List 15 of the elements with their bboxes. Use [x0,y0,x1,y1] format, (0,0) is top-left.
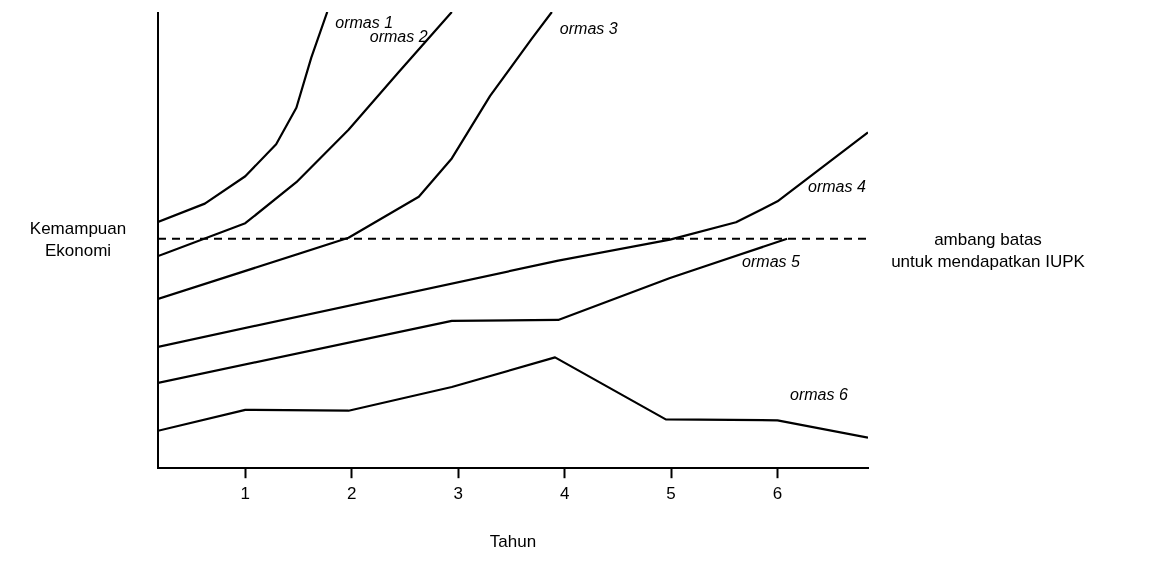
x-axis-title: Tahun [489,532,537,552]
x-tick-label: 1 [240,484,251,504]
series-label: ormas 2 [369,28,428,45]
x-tick-label: 6 [772,484,783,504]
y-axis-title: Kemampuan Ekonomi [29,219,127,261]
series-label: ormas 3 [559,20,618,37]
x-tick-label: 3 [453,484,463,504]
series-label: ormas 4 [808,178,866,196]
x-tick-label: 5 [666,484,676,504]
x-tick-label: 2 [347,484,357,504]
ref-line-label: ambang batas untuk mendapatkan IUPK [891,229,1086,271]
series-label: ormas 6 [790,385,848,403]
series-label: ormas 1 [335,14,394,31]
series-label: ormas 5 [742,252,800,270]
x-tick-label: 4 [559,484,570,504]
